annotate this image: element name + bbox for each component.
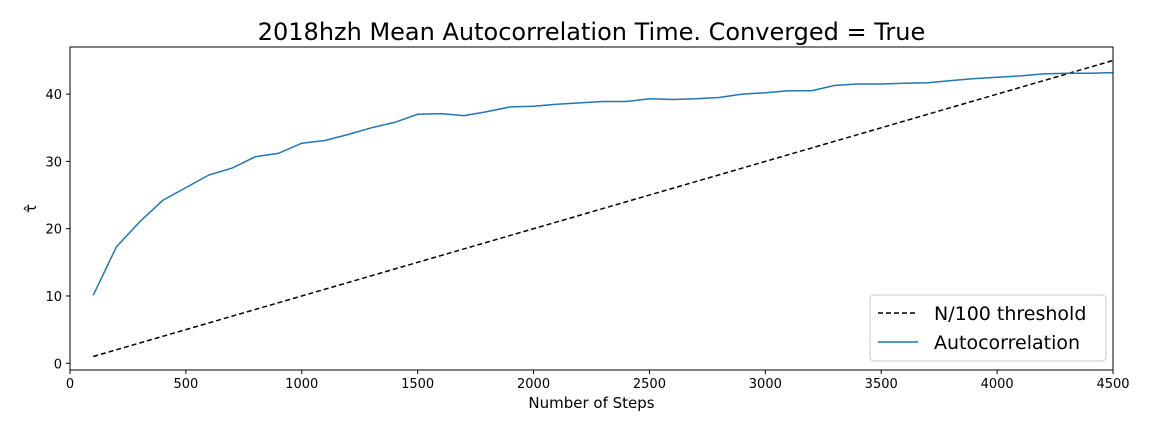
- threshold-line: [92, 59, 1114, 358]
- x-tick-label: 3500: [865, 377, 898, 392]
- y-tick-label: 40: [45, 88, 62, 103]
- autocorrelation-line: [92, 71, 1114, 296]
- y-tick-label: 30: [45, 155, 62, 170]
- x-tick-label: 4000: [981, 377, 1014, 392]
- x-tick-label: 2000: [517, 377, 550, 392]
- y-tick-label: 10: [45, 290, 62, 305]
- plot-frame: [69, 46, 1114, 371]
- y-axis-label: τ̂: [22, 204, 40, 213]
- legend-box: [869, 294, 1107, 362]
- series-layer: [92, 59, 1114, 358]
- legend-label: N/100 threshold: [934, 303, 1086, 325]
- x-axis-label: Number of Steps: [528, 394, 654, 412]
- x-tick-label: 500: [173, 377, 198, 392]
- x-axis-ticks: 0 500 1000 1500 2000 2500 3000 3500 4000 4500: [66, 370, 1130, 392]
- x-tick-label: 4500: [1096, 377, 1129, 392]
- y-tick-label: 0: [54, 357, 62, 372]
- x-tick-label: 2500: [633, 377, 666, 392]
- x-tick-label: 1000: [285, 377, 318, 392]
- legend: N/100 threshold Autocorrelation: [869, 294, 1107, 362]
- x-tick-label: 1500: [401, 377, 434, 392]
- legend-label: Autocorrelation: [934, 332, 1080, 354]
- y-axis-ticks: 0 10 20 30 40: [45, 88, 70, 372]
- y-tick-label: 20: [45, 223, 62, 238]
- x-tick-label: 3000: [749, 377, 782, 392]
- chart-title: 2018hzh Mean Autocorrelation Time. Conve…: [258, 18, 926, 46]
- x-tick-label: 0: [66, 377, 74, 392]
